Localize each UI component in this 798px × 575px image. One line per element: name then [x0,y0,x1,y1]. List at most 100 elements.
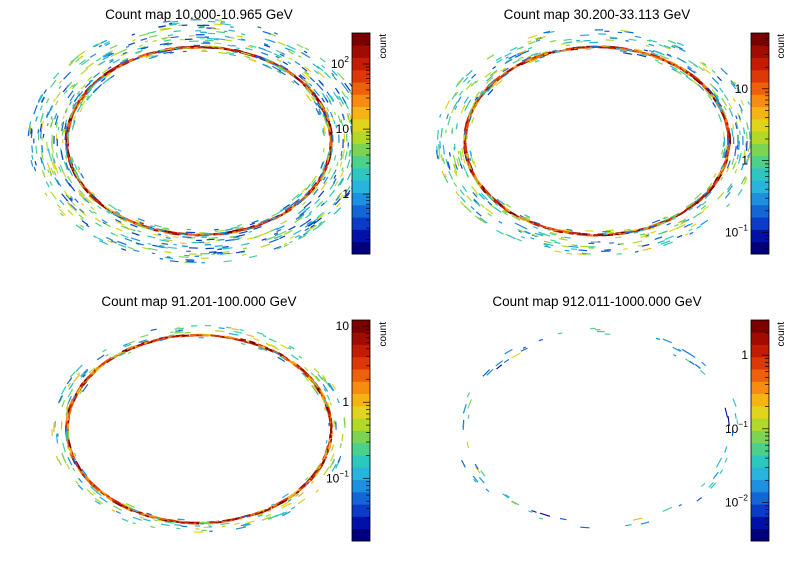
scatter-pixel [654,59,659,62]
scatter-pixel [504,348,513,355]
scatter-pixel [296,192,303,199]
scatter-pixel [332,201,337,206]
scatter-pixel [322,171,327,178]
scatter-pixel [690,223,697,228]
ring-band-pixel [278,352,289,360]
scatter-pixel [297,234,307,240]
scatter-pixel [79,208,85,214]
scatter-pixel [107,66,112,70]
scatter-pixel [68,61,74,66]
scatter-pixel [527,46,533,50]
scatter-pixel [139,516,144,519]
scatter-pixel [46,162,52,172]
scatter-pixel [40,96,45,103]
scatter-pixel [266,236,276,241]
colorbar-segment [352,479,370,493]
scatter-pixel [294,200,301,206]
scatter-pixel [162,37,167,40]
ring-band-pixel [510,500,517,505]
scatter-pixel [522,346,527,349]
scatter-pixel [248,255,258,259]
scatter-pixel [65,147,68,157]
scatter-pixel [580,245,590,248]
scatter-pixel [344,190,351,198]
scatter-pixel [298,492,304,498]
scatter-pixel [660,240,671,245]
scatter-pixel [557,332,563,335]
scatter-pixel [326,106,330,112]
scatter-pixel [273,53,283,58]
scatter-pixel [82,197,87,203]
colorbar-segment [352,168,370,181]
scatter-pixel [278,67,287,73]
scatter-pixel [147,242,152,245]
scatter-pixel [110,354,117,360]
scatter-pixel [95,364,104,372]
scatter-pixel [472,105,476,111]
scatter-pixel [676,57,686,63]
scatter-pixel [734,413,737,419]
scatter-pixel [448,152,451,157]
scatter-pixel [688,207,693,211]
scatter-pixel [453,181,458,188]
colorbar-tick-label: 1 [342,187,349,201]
scatter-pixel [294,234,301,239]
ring-band-pixel [204,46,215,49]
scatter-pixel [460,104,466,114]
scatter-pixel [664,217,670,221]
scatter-pixel [58,80,62,84]
scatter-pixel [624,30,634,34]
scatter-pixel [291,80,295,84]
scatter-pixel [623,52,633,55]
scatter-pixel [90,194,98,201]
scatter-pixel [115,227,123,232]
scatter-pixel [102,348,107,353]
scatter-pixel [518,230,522,233]
scatter-pixel [80,84,86,90]
scatter-pixel [328,99,333,105]
ring-band-pixel [284,206,293,212]
scatter-pixel [277,65,287,72]
scatter-pixel [485,77,494,84]
scatter-pixel [73,170,79,179]
colorbar-segment [751,241,769,255]
colorbar-tick-base: 10 [725,225,739,239]
scatter-pixel [489,203,496,209]
scatter-pixel [511,500,520,506]
scatter-pixel [67,209,74,216]
scatter-pixel [699,210,705,215]
scatter-pixel [76,103,83,113]
scatter-pixel [231,328,239,331]
scatter-pixel [672,217,676,221]
scatter-pixel [724,149,728,159]
scatter-pixel [467,414,470,419]
scatter-pixel [564,249,570,252]
scatter-pixel [299,74,306,80]
colorbar-segment [751,82,769,95]
ring-band-pixel [240,338,247,342]
scatter-pixel [730,82,737,90]
scatter-pixel [303,50,308,54]
scatter-pixel [50,191,57,200]
scatter-pixel [705,90,712,98]
scatter-pixel [249,58,257,62]
scatter-pixel [727,185,733,193]
scatter-pixel [163,51,173,54]
colorbar-tick-base: 1 [342,395,349,409]
scatter-pixel [738,140,740,151]
scatter-pixel [349,119,352,125]
colorbar-segment [352,528,370,542]
scatter-pixel [738,152,742,162]
ring-band-pixel [496,364,503,370]
scatter-pixel [67,90,74,99]
scatter-pixel [333,174,337,179]
scatter-pixel [67,382,71,387]
scatter-pixel [717,191,725,200]
scatter-pixel [494,202,499,207]
scatter-pixel [295,213,305,220]
scatter-pixel [301,372,307,378]
scatter-pixel [711,89,718,96]
scatter-pixel [732,97,736,103]
scatter-pixel [70,156,74,163]
scatter-pixel [286,44,296,51]
